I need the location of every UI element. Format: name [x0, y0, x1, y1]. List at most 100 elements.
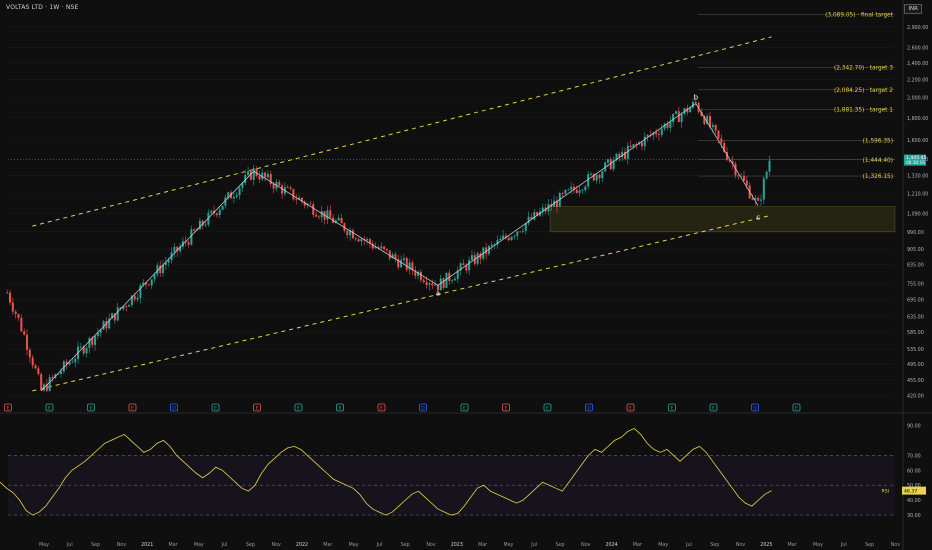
candle-body	[329, 210, 332, 218]
candle-body	[79, 346, 82, 348]
y-tick-label: 455.00	[907, 378, 924, 384]
candle-body	[504, 235, 507, 238]
last-price-value: 1,445.45	[906, 155, 927, 161]
candle-body	[499, 238, 502, 241]
candle-body	[111, 313, 114, 319]
candle-body	[230, 192, 233, 199]
currency-badge[interactable]: INR	[904, 4, 922, 14]
event-marker	[626, 403, 635, 412]
candle-body	[652, 132, 655, 136]
candle-body	[657, 134, 660, 136]
event-marker	[253, 403, 261, 412]
candle-body	[558, 193, 561, 207]
y-tick-label: 755.00	[907, 282, 924, 288]
candle-body	[153, 274, 156, 280]
event-marker-label: E	[463, 406, 466, 412]
candle-body	[99, 329, 102, 333]
candle-body	[133, 295, 136, 300]
candle-body	[198, 220, 201, 230]
candle-body	[128, 305, 131, 307]
wave-label-c: c	[756, 214, 760, 222]
rsi-y-tick-label: 40.00	[907, 498, 921, 504]
candle-body	[762, 178, 765, 200]
x-tick-label: May	[39, 542, 49, 548]
rsi-y-tick-label: 50.00	[907, 483, 921, 489]
candle-body	[43, 384, 46, 391]
candle-body	[686, 108, 689, 113]
candle-body	[697, 102, 700, 112]
candle-body	[402, 258, 405, 260]
candle-body	[204, 224, 207, 226]
candle-body	[408, 262, 411, 270]
candle-body	[459, 263, 462, 271]
candle-body	[48, 377, 51, 391]
candle-body	[51, 377, 54, 378]
candle-body	[383, 246, 386, 249]
candle-body	[190, 229, 193, 245]
candle-body	[468, 259, 471, 271]
candle-body	[754, 197, 757, 200]
candle-body	[289, 187, 292, 189]
x-tick-label: Mar	[323, 542, 332, 548]
candle-body	[31, 357, 34, 366]
candle-body	[601, 171, 604, 179]
event-marker	[170, 403, 178, 412]
candle-body	[136, 298, 139, 300]
candle-body	[235, 195, 238, 197]
candle-body	[181, 241, 184, 247]
y-tick-label: 535.00	[907, 347, 924, 353]
event-marker	[585, 403, 593, 412]
candle-body	[210, 210, 213, 213]
x-tick-label: Jul	[530, 542, 537, 548]
event-marker-label: E	[131, 406, 134, 412]
x-tick-label: Nov	[117, 542, 127, 548]
candle-body	[116, 307, 119, 321]
candle-body	[218, 209, 221, 215]
y-tick-label: 1,330.00	[907, 173, 928, 179]
candle-body	[731, 161, 734, 164]
last-price-badge	[904, 154, 926, 166]
candle-body	[173, 246, 176, 253]
candle-body	[102, 321, 105, 330]
candle-body	[201, 220, 204, 226]
candle-body	[227, 192, 230, 198]
candle-body	[524, 223, 527, 231]
x-tick-label: 2025	[760, 542, 772, 548]
candle-body	[315, 214, 318, 217]
candle-body	[207, 212, 210, 225]
candle-body	[269, 173, 272, 184]
candle-body	[20, 317, 23, 332]
candle-body	[581, 190, 584, 191]
candle-body	[221, 205, 224, 210]
event-marker-label: E	[7, 406, 10, 412]
candle-body	[94, 336, 97, 345]
candle-body	[300, 197, 303, 202]
candle-body	[261, 172, 264, 180]
event-marker-label: E	[48, 406, 51, 412]
candle-body	[71, 362, 74, 364]
event-marker-label: E	[712, 406, 715, 412]
candle-body	[394, 254, 397, 260]
candle-body	[337, 217, 340, 221]
y-tick-label: 2,600.00	[907, 46, 928, 52]
event-marker-label: E	[297, 406, 300, 412]
candle-body	[215, 213, 218, 215]
candle-body	[623, 151, 626, 159]
candle-body	[451, 280, 454, 282]
candle-body	[660, 128, 663, 135]
candle-body	[436, 284, 439, 291]
y-tick-label: 695.00	[907, 297, 924, 303]
candle-body	[757, 197, 760, 201]
candle-body	[723, 142, 726, 152]
candle-body	[351, 230, 354, 239]
event-marker-label: E	[629, 406, 632, 412]
x-tick-label: Sep	[401, 542, 410, 548]
candle-body	[179, 246, 182, 252]
event-marker	[543, 403, 552, 412]
candle-body	[428, 283, 431, 286]
rsi-y-tick-label: 60.00	[907, 468, 921, 474]
candle-body	[346, 230, 349, 236]
candle-body	[632, 144, 635, 148]
candle-body	[677, 111, 680, 123]
